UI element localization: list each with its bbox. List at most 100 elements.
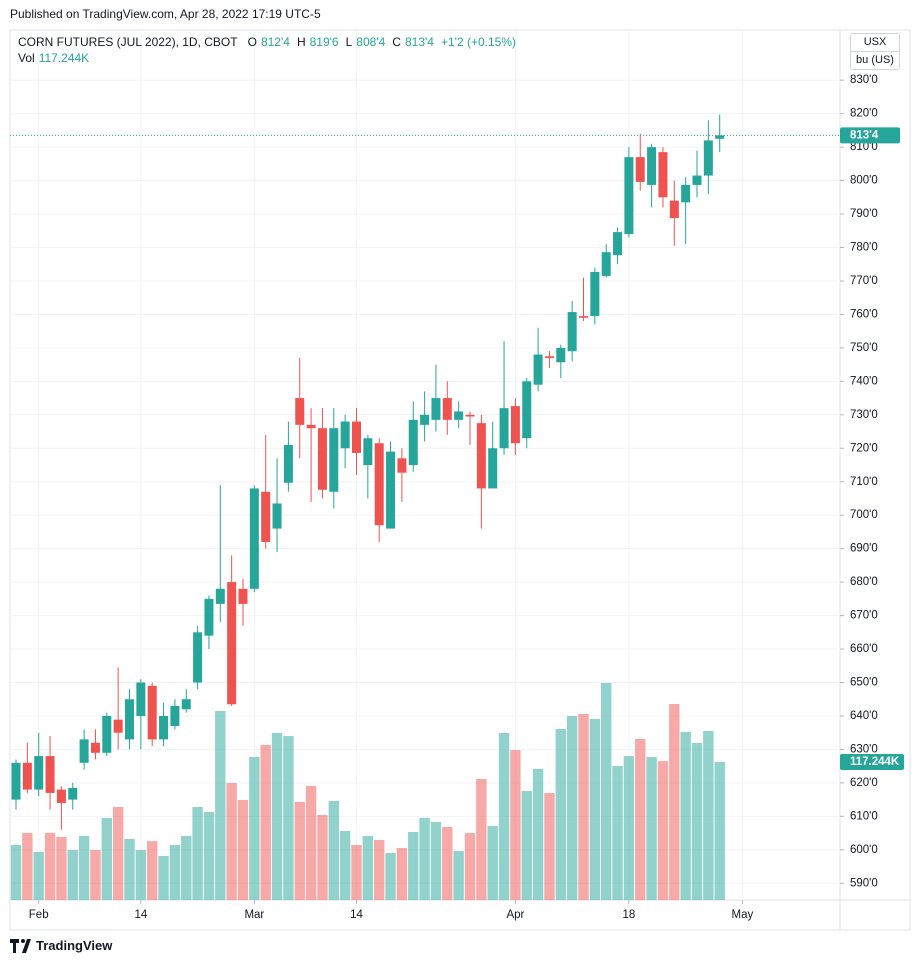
y-tick-label: 640'0: [850, 710, 878, 722]
candle-body: [283, 444, 293, 483]
legend-key: O: [247, 35, 257, 49]
volume-bar: [362, 835, 374, 900]
volume-bar: [56, 837, 67, 900]
volume-bar: [601, 682, 612, 900]
candle-body: [454, 411, 464, 420]
candle-body: [567, 312, 577, 352]
candle-body: [22, 762, 32, 790]
y-tick-label: 630'0: [850, 743, 878, 755]
volume-bar: [192, 807, 203, 900]
legend-value: 813'4: [404, 35, 434, 49]
candle-body: [295, 398, 305, 425]
candle-body: [11, 762, 21, 800]
legend-row: Vol 117.244K: [18, 50, 519, 66]
y-tick-label: 690'0: [850, 543, 878, 555]
candle-body: [90, 742, 100, 753]
candle-body: [386, 451, 396, 529]
volume-bar: [10, 845, 22, 900]
candle-body: [363, 438, 373, 465]
y-tick-label: 790'0: [850, 208, 878, 220]
volume-bar: [67, 849, 78, 900]
candle-body: [238, 588, 248, 604]
candle-body: [56, 789, 66, 803]
volume-bar: [669, 704, 680, 900]
legend-row: CORN FUTURES (JUL 2022), 1D, CBOT O 812'4…: [18, 34, 519, 50]
candle-body: [647, 147, 657, 185]
volume-bar: [419, 817, 430, 900]
volume-layer: [10, 682, 725, 900]
candle-body: [499, 408, 509, 449]
x-tick-label: 18: [623, 909, 636, 921]
legend: CORN FUTURES (JUL 2022), 1D, CBOT O 812'4…: [18, 34, 519, 66]
volume-bar: [612, 766, 623, 900]
volume-bar: [657, 761, 669, 900]
y-tick-label: 770'0: [850, 275, 878, 287]
volume-bar: [158, 855, 169, 900]
y-tick-label: 610'0: [850, 810, 878, 822]
volume-bar: [623, 756, 635, 900]
volume-bar: [124, 839, 135, 900]
volume-bar: [215, 710, 226, 900]
legend-value: 812'4: [260, 35, 290, 49]
candle-body: [488, 448, 498, 489]
volume-bar: [544, 793, 555, 900]
x-tick-label: Feb: [29, 909, 49, 921]
volume-bar: [44, 832, 56, 900]
volume-bar: [305, 785, 317, 900]
candle-body: [261, 491, 271, 542]
candle-body: [703, 140, 713, 176]
y-tick-label: 600'0: [850, 844, 878, 856]
candle-body: [68, 787, 78, 800]
volume-bar: [498, 732, 510, 900]
unit-selector[interactable]: USX bu (US): [850, 33, 900, 70]
candle-body: [635, 157, 645, 182]
volume-bar: [294, 801, 305, 900]
candle-body: [113, 719, 123, 733]
candle-body: [442, 398, 452, 420]
legend-value: 819'6: [309, 35, 339, 49]
candle-body: [601, 252, 611, 276]
volume-bar: [112, 807, 124, 900]
volume-bar: [271, 732, 283, 900]
legend-key: C: [392, 35, 401, 49]
legend-value: 117.244K: [38, 51, 90, 65]
candle-body: [476, 423, 486, 489]
volume-bar: [33, 851, 44, 900]
volume-bar: [408, 831, 419, 900]
y-tick-label: 730'0: [850, 409, 878, 421]
volume-bar: [635, 738, 646, 900]
y-tick-label: 820'0: [850, 108, 878, 120]
volume-bar: [703, 730, 714, 900]
last-volume-label: 117.244K: [850, 756, 900, 768]
legend-key: L: [345, 35, 353, 49]
currency-unit[interactable]: USX: [863, 36, 887, 48]
volume-bar: [260, 744, 271, 900]
candle-body: [329, 428, 339, 492]
y-tick-label: 590'0: [850, 877, 878, 889]
symbol-title: CORN FUTURES (JUL 2022), 1D, CBOT: [18, 35, 238, 49]
candle-body: [624, 157, 634, 235]
candle-body: [533, 354, 543, 385]
candle-body: [272, 503, 282, 529]
x-tick-label: 14: [350, 909, 363, 921]
candle-body: [431, 398, 441, 420]
volume-bar: [396, 847, 408, 900]
volume-bar: [566, 716, 578, 900]
candle-body: [227, 582, 237, 705]
candle-body: [556, 347, 566, 363]
footer: TradingView: [10, 938, 112, 953]
candle-body: [317, 428, 327, 490]
volume-bar: [691, 742, 703, 900]
candle-body: [613, 232, 623, 256]
y-tick-label: 720'0: [850, 442, 878, 454]
quantity-unit[interactable]: bu (US): [851, 51, 899, 69]
candle-body: [147, 685, 157, 740]
y-tick-label: 660'0: [850, 643, 878, 655]
candle-body: [204, 598, 214, 636]
volume-bar: [283, 736, 294, 900]
axes: 590'0 600'0 610'0 620'0 630'0 640'0 650'0 660'0…: [10, 74, 904, 921]
volume-bar: [101, 817, 112, 900]
volume-bar: [589, 718, 601, 900]
candle-body: [181, 699, 191, 710]
